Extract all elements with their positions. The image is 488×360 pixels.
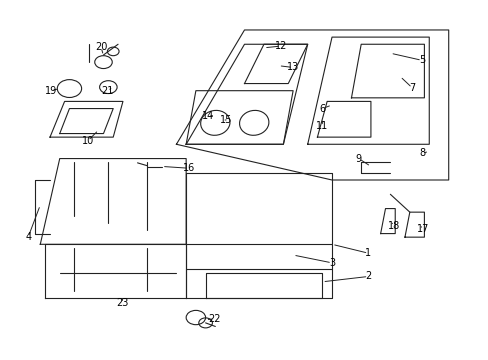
Text: 1: 1 bbox=[365, 248, 371, 258]
Text: 10: 10 bbox=[81, 136, 94, 146]
Text: 5: 5 bbox=[418, 55, 424, 65]
Text: 16: 16 bbox=[182, 163, 194, 173]
Text: 2: 2 bbox=[365, 271, 371, 282]
Text: 7: 7 bbox=[408, 83, 414, 93]
Text: 22: 22 bbox=[208, 314, 220, 324]
Text: 11: 11 bbox=[316, 121, 328, 131]
Text: 18: 18 bbox=[387, 221, 400, 231]
Text: 20: 20 bbox=[95, 42, 107, 52]
Text: 15: 15 bbox=[220, 115, 232, 125]
Text: 4: 4 bbox=[25, 232, 31, 242]
Text: 14: 14 bbox=[202, 111, 214, 121]
Text: 9: 9 bbox=[355, 154, 361, 163]
Text: 6: 6 bbox=[319, 104, 325, 113]
Text: 12: 12 bbox=[274, 41, 286, 51]
Text: 21: 21 bbox=[101, 86, 113, 96]
Text: 8: 8 bbox=[418, 148, 424, 158]
Text: 23: 23 bbox=[116, 298, 128, 308]
Text: 3: 3 bbox=[328, 258, 334, 268]
Text: 13: 13 bbox=[286, 63, 299, 72]
Text: 19: 19 bbox=[45, 86, 57, 96]
Text: 17: 17 bbox=[416, 224, 429, 234]
